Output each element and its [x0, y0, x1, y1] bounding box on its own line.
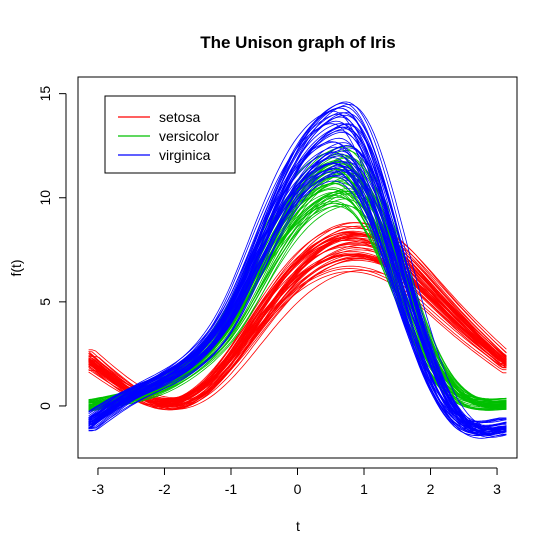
y-tick-label: 5: [37, 298, 53, 306]
setosa-curve: [88, 258, 507, 408]
curves-layer: [88, 101, 507, 439]
virginica-curve: [88, 110, 507, 434]
x-axis-label: t: [296, 518, 300, 534]
legend-label-virginica: virginica: [159, 147, 211, 163]
setosa-curve: [88, 233, 507, 401]
y-tick-label: 10: [37, 190, 53, 206]
setosa-curve: [88, 255, 507, 403]
setosa-curve: [88, 257, 507, 399]
setosa-curve: [88, 259, 507, 406]
legend-label-versicolor: versicolor: [159, 128, 219, 144]
x-tick-label: 1: [360, 481, 368, 497]
x-tick-label: -2: [158, 481, 171, 497]
legend-box: [104, 95, 236, 174]
virginica-curve: [88, 103, 507, 428]
virginica-curve: [88, 107, 507, 436]
y-tick-label: 0: [37, 402, 53, 410]
series-virginica: [88, 101, 507, 439]
versicolor-curve: [88, 176, 507, 411]
setosa-curve: [88, 265, 507, 402]
virginica-curve: [88, 120, 507, 439]
virginica-curve: [88, 145, 507, 430]
plot-frame: [77, 76, 518, 459]
x-tick-label: 0: [294, 481, 302, 497]
y-axis-label: f(t): [8, 259, 24, 276]
legend-label-setosa: setosa: [159, 109, 200, 125]
virginica-curve: [88, 160, 507, 435]
legend: setosa versicolor virginica: [104, 95, 236, 174]
virginica-curve: [88, 123, 507, 435]
chart-title: The Unison graph of Iris: [200, 33, 396, 52]
virginica-curve: [88, 147, 507, 437]
y-tick-label: 15: [37, 86, 53, 102]
series-setosa: [88, 222, 507, 411]
setosa-curve: [88, 254, 507, 407]
x-tick-label: 3: [493, 481, 501, 497]
x-tick-label: 2: [427, 481, 435, 497]
x-tick-label: -1: [225, 481, 238, 497]
axes-layer: -3 -2 -1 0 1 2 3 0 5 10 15: [37, 86, 501, 497]
setosa-curve: [88, 256, 507, 407]
x-tick-label: -3: [92, 481, 105, 497]
virginica-curve: [88, 137, 507, 427]
